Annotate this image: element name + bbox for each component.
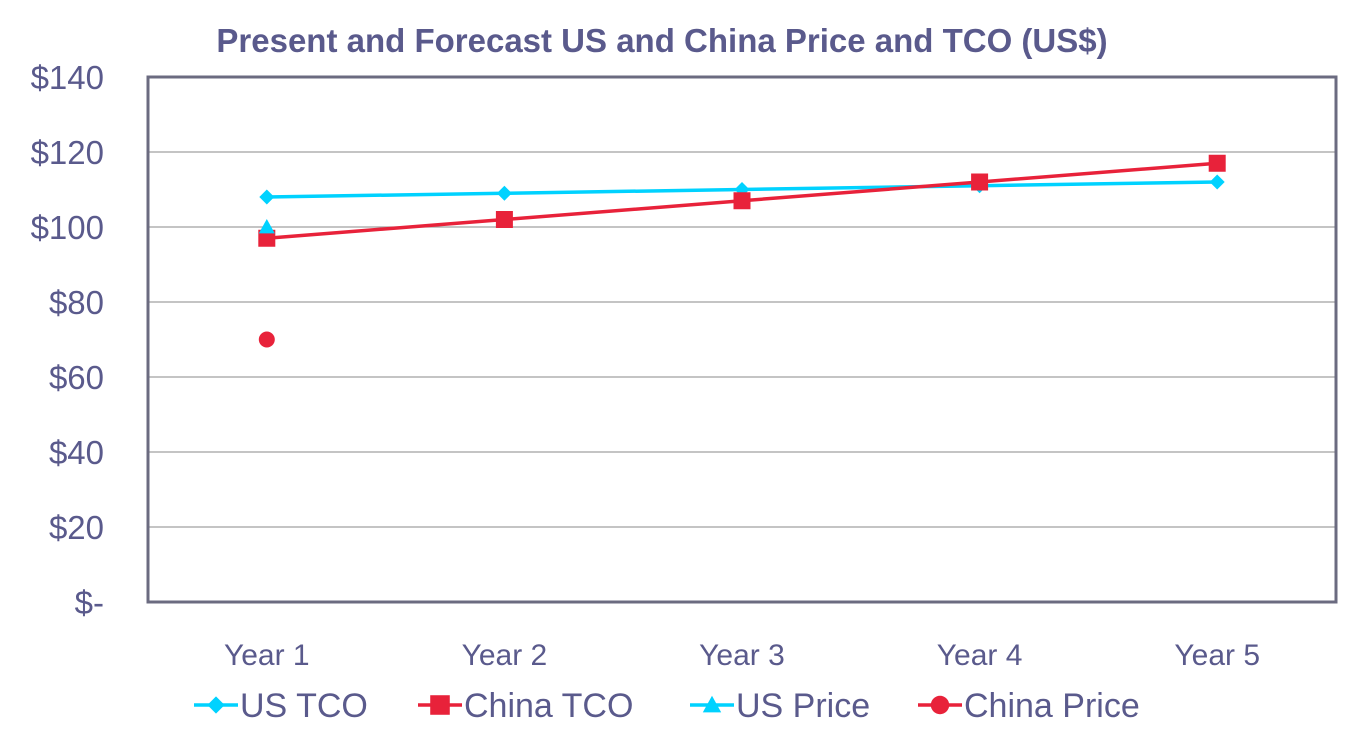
legend-marker bbox=[930, 695, 950, 715]
y-tick-label: $120 bbox=[31, 134, 104, 171]
legend-label: US TCO bbox=[240, 687, 368, 725]
legend-marker bbox=[207, 696, 225, 714]
data-point bbox=[258, 229, 276, 247]
data-point bbox=[733, 192, 751, 210]
series-0 bbox=[259, 174, 1225, 205]
x-category-label: Year 3 bbox=[699, 639, 785, 672]
legend-item-1: China TCO bbox=[418, 687, 633, 725]
series-1 bbox=[258, 154, 1226, 247]
data-point bbox=[495, 211, 513, 228]
x-category-label: Year 5 bbox=[1174, 639, 1260, 672]
legend: US TCO China TCO US Price China Price bbox=[194, 687, 1140, 725]
x-category-label: Year 1 bbox=[224, 639, 310, 672]
y-tick-label: $80 bbox=[49, 284, 104, 321]
series bbox=[258, 154, 1226, 348]
x-category-label: Year 4 bbox=[937, 639, 1023, 672]
legend-label: China TCO bbox=[464, 687, 633, 725]
legend-item-2: US Price bbox=[690, 687, 870, 725]
legend-label: US Price bbox=[736, 687, 870, 725]
y-tick-label: $60 bbox=[49, 359, 104, 396]
y-axis-ticks: $- $20 $40 $60 $80 $100 $120 $140 bbox=[31, 59, 104, 621]
y-tick-label: $140 bbox=[31, 59, 104, 96]
data-point bbox=[1208, 154, 1226, 172]
chart-title: Present and Forecast US and China Price … bbox=[216, 22, 1108, 59]
y-tick-label: $- bbox=[75, 584, 104, 621]
series-2 bbox=[258, 219, 275, 234]
legend-marker bbox=[702, 695, 722, 713]
legend-marker bbox=[430, 695, 450, 715]
legend-item-3: China Price bbox=[918, 687, 1140, 725]
data-point bbox=[259, 189, 275, 205]
gridlines bbox=[148, 151, 1336, 528]
legend-item-0: US TCO bbox=[194, 687, 368, 725]
plot-area bbox=[146, 75, 1338, 604]
y-tick-label: $100 bbox=[31, 209, 104, 246]
data-point bbox=[258, 219, 275, 234]
series-3 bbox=[258, 331, 275, 348]
y-tick-label: $40 bbox=[49, 434, 104, 471]
data-point bbox=[971, 173, 989, 191]
legend-label: China Price bbox=[964, 687, 1140, 725]
data-point bbox=[496, 185, 512, 201]
x-axis-categories: Year 1 Year 2 Year 3 Year 4 Year 5 bbox=[224, 639, 1260, 672]
y-tick-label: $20 bbox=[49, 509, 104, 546]
x-category-label: Year 2 bbox=[462, 639, 548, 672]
data-point bbox=[1209, 174, 1225, 190]
data-point bbox=[258, 331, 275, 348]
